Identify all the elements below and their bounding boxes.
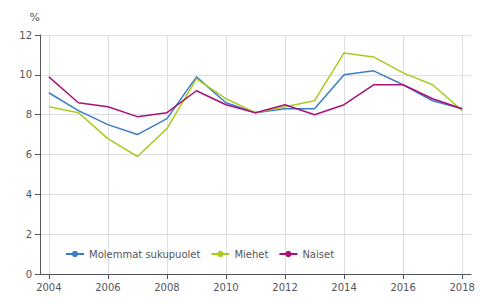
svg-text:2016: 2016 <box>390 282 415 293</box>
svg-text:4: 4 <box>26 189 32 200</box>
svg-text:2004: 2004 <box>36 282 61 293</box>
svg-text:2008: 2008 <box>154 282 179 293</box>
svg-text:2010: 2010 <box>213 282 238 293</box>
svg-text:0: 0 <box>26 269 32 280</box>
svg-text:Miehet: Miehet <box>234 249 268 260</box>
svg-text:8: 8 <box>26 109 32 120</box>
svg-text:Molemmat sukupuolet: Molemmat sukupuolet <box>89 249 200 260</box>
svg-text:2012: 2012 <box>272 282 297 293</box>
svg-text:2: 2 <box>26 229 32 240</box>
svg-text:%: % <box>30 11 40 24</box>
svg-text:12: 12 <box>19 30 32 41</box>
svg-text:10: 10 <box>19 69 32 80</box>
svg-text:2014: 2014 <box>331 282 356 293</box>
svg-text:Naiset: Naiset <box>302 249 334 260</box>
svg-text:2018: 2018 <box>449 282 474 293</box>
svg-text:6: 6 <box>26 149 32 160</box>
svg-text:2006: 2006 <box>95 282 120 293</box>
